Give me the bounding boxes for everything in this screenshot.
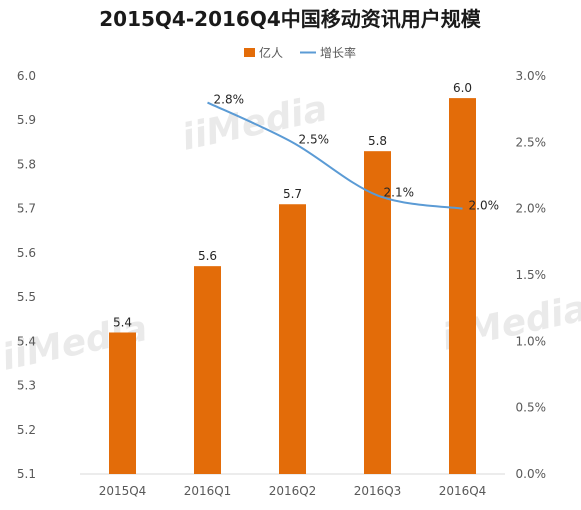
y-right-tick-label: 2.0% <box>516 202 547 216</box>
line-data-label: 2.5% <box>299 132 330 146</box>
bar-data-label: 5.6 <box>198 249 217 263</box>
y-right-tick-label: 2.5% <box>516 135 547 149</box>
bar-data-label: 5.7 <box>283 187 302 201</box>
line-series: 2.8% 2.5% 2.1% 2.0% <box>207 93 500 213</box>
bar <box>364 151 391 474</box>
y-right-tick-label: 1.5% <box>516 268 547 282</box>
legend-label-line: 增长率 <box>320 45 356 60</box>
x-tick-label: 2016Q3 <box>354 484 402 498</box>
y-left-tick-label: 5.5 <box>17 290 36 304</box>
legend: 亿人 增长率 <box>244 45 356 60</box>
y-left-tick-label: 5.2 <box>17 423 36 437</box>
line-data-label: 2.0% <box>469 199 500 213</box>
x-tick-label: 2016Q4 <box>439 484 487 498</box>
y-left-tick-label: 5.8 <box>17 157 36 171</box>
y-left-tick-label: 5.4 <box>17 334 36 348</box>
x-axis-ticks: 2015Q4 2016Q1 2016Q2 2016Q3 2016Q4 <box>99 484 487 498</box>
y-left-tick-label: 5.9 <box>17 113 36 127</box>
bar-data-label: 6.0 <box>453 81 472 95</box>
legend-swatch-bar <box>244 48 255 57</box>
y-right-tick-label: 1.0% <box>516 334 547 348</box>
line-data-label: 2.1% <box>384 185 415 199</box>
y-left-tick-label: 5.3 <box>17 379 36 393</box>
y-left-tick-label: 5.1 <box>17 467 36 481</box>
y-axis-left: 5.1 5.2 5.3 5.4 5.5 5.6 5.7 5.8 5.9 6.0 <box>17 69 36 481</box>
y-left-tick-label: 6.0 <box>17 69 36 83</box>
bar-series: 5.4 5.6 5.7 5.8 6.0 <box>109 81 476 474</box>
bar <box>194 266 221 474</box>
y-left-tick-label: 5.6 <box>17 246 36 260</box>
y-left-tick-label: 5.7 <box>17 202 36 216</box>
growth-rate-line <box>207 101 463 210</box>
y-right-tick-label: 0.5% <box>516 401 547 415</box>
x-tick-label: 2016Q1 <box>184 484 232 498</box>
legend-label-bar: 亿人 <box>259 45 283 60</box>
y-right-tick-label: 3.0% <box>516 69 547 83</box>
y-right-tick-label: 0.0% <box>516 467 547 481</box>
bar <box>449 98 476 474</box>
y-axis-right: 0.0% 0.5% 1.0% 1.5% 2.0% 2.5% 3.0% <box>516 69 547 481</box>
x-tick-label: 2015Q4 <box>99 484 147 498</box>
line-data-label: 2.8% <box>214 93 245 107</box>
bar-data-label: 5.4 <box>113 315 132 329</box>
bar <box>109 332 136 474</box>
x-tick-label: 2016Q2 <box>269 484 317 498</box>
bar-data-label: 5.8 <box>368 134 387 148</box>
bar <box>279 204 306 474</box>
chart-title: 2015Q4-2016Q4中国移动资讯用户规模 <box>99 7 481 31</box>
